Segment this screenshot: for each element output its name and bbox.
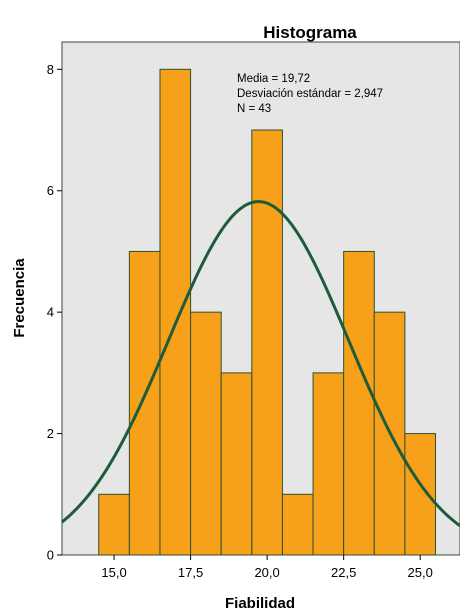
y-tick-label: 4 [47,305,54,320]
y-tick-label: 6 [47,183,54,198]
x-tick-label: 17,5 [178,565,203,580]
histogram-bar [128,250,161,556]
histogram-bar [220,372,253,556]
y-axis: 0 2 4 6 8 [47,62,62,563]
x-tick-label: 20,0 [254,565,279,580]
histogram-bar [251,129,283,556]
stats-mean: Media = 19,72 [237,73,310,85]
histogram-bar [404,433,437,556]
normal-curve [61,200,460,527]
y-tick-label: 0 [47,548,54,563]
histogram-bar [159,68,192,556]
chart-title: Histograma [263,23,357,42]
histogram-bar [343,250,375,556]
y-tick-label: 2 [47,426,54,441]
histogram-bar [98,493,130,556]
y-tick-label: 8 [47,62,54,77]
x-tick-label: 25,0 [408,565,433,580]
x-axis: 15,0 17,5 20,0 22,5 25,0 [101,555,433,580]
histogram-bar [312,372,345,556]
stats-n: N = 43 [237,103,271,115]
stats-std-dev: Desviación estándar = 2,947 [237,88,383,100]
histogram-bar [281,493,314,556]
x-tick-label: 22,5 [331,565,356,580]
x-axis-label: Fiabilidad [225,595,295,612]
histogram-bar [190,311,222,556]
x-tick-label: 15,0 [101,565,126,580]
y-axis-label: Frecuencia [11,258,28,338]
